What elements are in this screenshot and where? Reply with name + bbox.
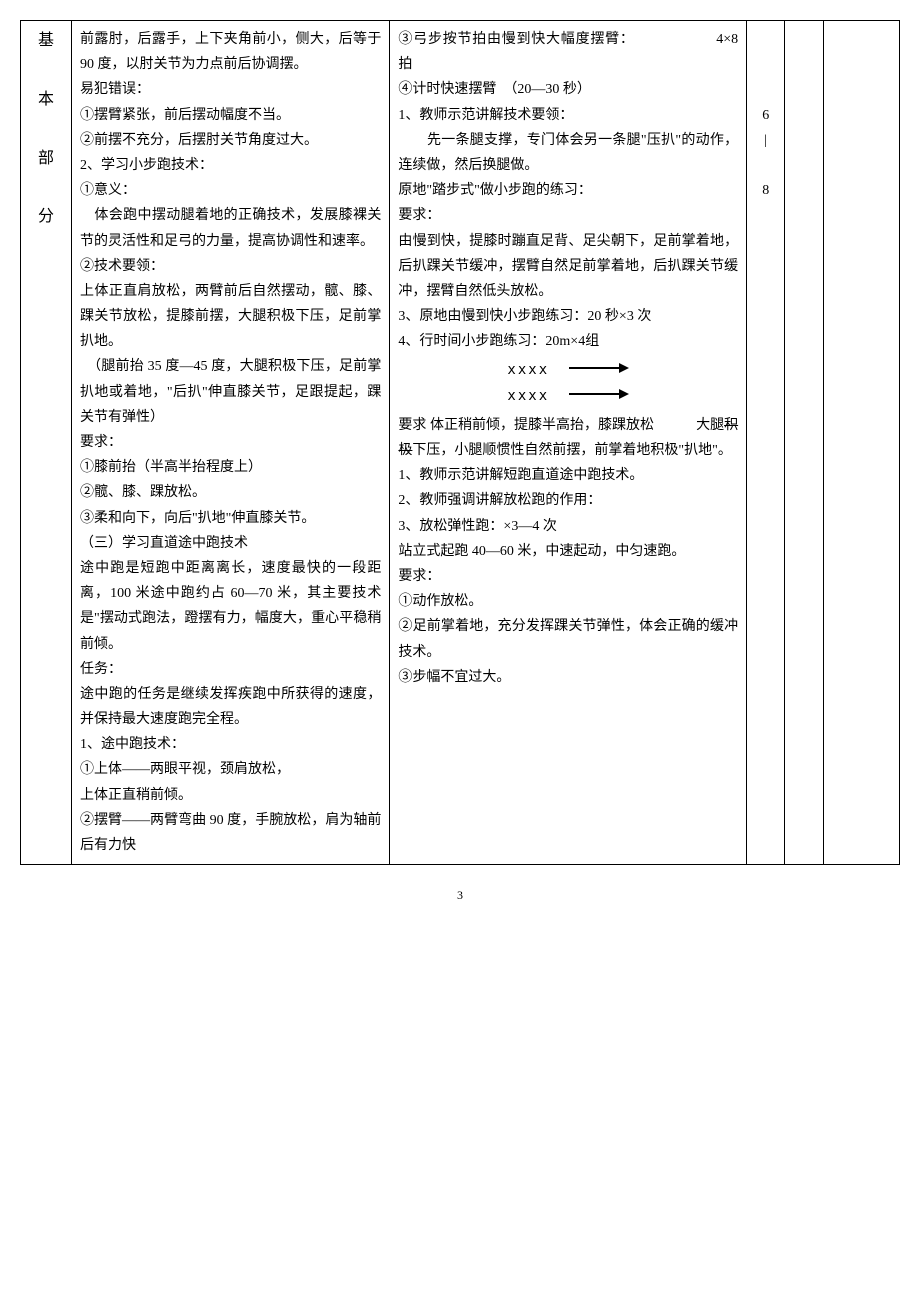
method-line: 站立式起跑 40—60 米，中速起动，中匀速跑。 [398, 539, 738, 564]
section-char: 部 [38, 145, 54, 174]
time-value: 8 [755, 178, 776, 203]
content-cell: 前露肘，后露手，上下夹角前小，侧大，后等于 90 度，以肘关节为力点前后协调摆。… [71, 21, 389, 865]
method-line: 4、行时间小步跑练习：20m×4组 [398, 329, 738, 354]
formation-marks: xxxx [507, 358, 549, 383]
content-line: 任务： [80, 657, 381, 682]
formation-row: xxxx [398, 358, 738, 383]
arrow-right-icon [569, 358, 629, 383]
content-line: 上体正直肩放松，两臂前后自然摆动，髋、膝、踝关节放松，提膝前摆，大腿积极下压，足… [80, 279, 381, 355]
count-cell [785, 21, 823, 865]
content-line: ①上体——两眼平视，颈肩放松， [80, 757, 381, 782]
content-line: 体会跑中摆动腿着地的正确技术，发展膝裸关节的灵活性和足弓的力量，提高协调性和速率… [80, 203, 381, 253]
method-line: ②足前掌着地，充分发挥踝关节弹性，体会正确的缓冲技术。 [398, 614, 738, 664]
formation-marks: xxxx [507, 384, 549, 409]
content-line: ③柔和向下，向后"扒地"伸直膝关节。 [80, 506, 381, 531]
method-line: 要求： [398, 564, 738, 589]
time-cell: 6 | 8 [747, 21, 785, 865]
page-number: 3 [20, 885, 900, 907]
method-line: ①动作放松。 [398, 589, 738, 614]
content-line: ②技术要领： [80, 254, 381, 279]
content-line: ②前摆不充分，后摆肘关节角度过大。 [80, 128, 381, 153]
section-char: 本 [38, 86, 54, 115]
time-value: 6 [755, 103, 776, 128]
time-text: 6 | 8 [755, 27, 776, 203]
content-line: 前露肘，后露手，上下夹角前小，侧大，后等于 90 度，以肘关节为力点前后协调摆。 [80, 27, 381, 77]
formation-row: xxxx [398, 384, 738, 409]
method-line: 1、教师示范讲解短跑直道途中跑技术。 [398, 463, 738, 488]
content-line: 2、学习小步跑技术： [80, 153, 381, 178]
intensity-cell [823, 21, 899, 865]
method-line: ③步幅不宜过大。 [398, 665, 738, 690]
method-line: ③弓步按节拍由慢到快大幅度摆臂： 4×8 拍 [398, 27, 738, 77]
method-line: 3、放松弹性跑：×3—4 次 [398, 514, 738, 539]
arrow-right-icon [569, 384, 629, 409]
section-label: 基 本 部 分 [29, 27, 63, 232]
time-value: | [755, 128, 776, 153]
content-line: （三）学习直道途中跑技术 [80, 531, 381, 556]
content-line: ①膝前抬（半高半抬程度上） [80, 455, 381, 480]
content-line: ②髋、膝、踝放松。 [80, 480, 381, 505]
content-line: ②摆臂——两臂弯曲 90 度，手腕放松，肩为轴前后有力快 [80, 808, 381, 858]
content-line: 易犯错误： [80, 77, 381, 102]
method-line: 3、原地由慢到快小步跑练习：20 秒×3 次 [398, 304, 738, 329]
content-line: ①意义： [80, 178, 381, 203]
method-line: 1、教师示范讲解技术要领： [398, 103, 738, 128]
content-line: 上体正直稍前倾。 [80, 783, 381, 808]
method-line: 原地"踏步式"做小步跑的练习： [398, 178, 738, 203]
section-char: 分 [38, 203, 54, 232]
method-cell: ③弓步按节拍由慢到快大幅度摆臂： 4×8 拍 ④计时快速摆臂 （20—30 秒）… [390, 21, 747, 865]
method-line: 先一条腿支撑，专门体会另一条腿"压扒"的动作，连续做，然后换腿做。 [398, 128, 738, 178]
content-text: 前露肘，后露手，上下夹角前小，侧大，后等于 90 度，以肘关节为力点前后协调摆。… [80, 27, 381, 858]
formation-diagram: xxxx xxxx [398, 358, 738, 408]
section-cell: 基 本 部 分 [21, 21, 72, 865]
content-line: ①摆臂紧张，前后摆动幅度不当。 [80, 103, 381, 128]
method-text: ③弓步按节拍由慢到快大幅度摆臂： 4×8 拍 ④计时快速摆臂 （20—30 秒）… [398, 27, 738, 690]
section-char: 基 [38, 27, 54, 56]
method-line: 要求 体正稍前倾，提膝半高抬，膝踝放松 大腿积极下压，小腿顺惯性自然前摆，前掌着… [398, 413, 738, 463]
page-container: 基 本 部 分 前露肘，后露手，上下夹角前小，侧大，后等于 90 度，以肘关节为… [20, 20, 900, 907]
method-line: 要求： [398, 203, 738, 228]
lesson-plan-table: 基 本 部 分 前露肘，后露手，上下夹角前小，侧大，后等于 90 度，以肘关节为… [20, 20, 900, 865]
content-line: 途中跑是短跑中距离离长，速度最快的一段距离，100 米途中跑约占 60—70 米… [80, 556, 381, 657]
method-line: 2、教师强调讲解放松跑的作用： [398, 488, 738, 513]
content-line: （腿前抬 35 度—45 度，大腿积极下压，足前掌扒地或着地，"后扒"伸直膝关节… [80, 354, 381, 430]
method-line: 由慢到快，提膝时蹦直足背、足尖朝下，足前掌着地，后扒踝关节缓冲，摆臂自然足前掌着… [398, 229, 738, 305]
table-row: 基 本 部 分 前露肘，后露手，上下夹角前小，侧大，后等于 90 度，以肘关节为… [21, 21, 900, 865]
content-line: 1、途中跑技术： [80, 732, 381, 757]
method-line: ④计时快速摆臂 （20—30 秒） [398, 77, 738, 102]
content-line: 途中跑的任务是继续发挥疾跑中所获得的速度，并保持最大速度跑完全程。 [80, 682, 381, 732]
content-line: 要求： [80, 430, 381, 455]
